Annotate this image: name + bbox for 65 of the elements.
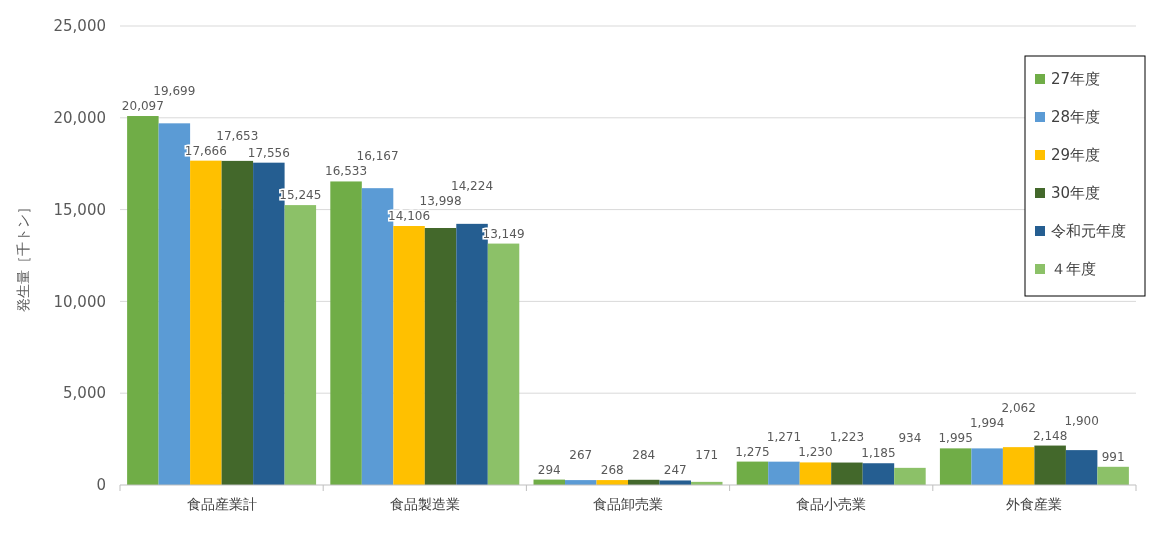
- data-label: 2,148: [1032, 428, 1068, 443]
- data-label: 17,556: [247, 145, 290, 160]
- bar: [330, 181, 362, 485]
- data-label: 17,653: [216, 128, 259, 143]
- data-label: 13,998: [419, 194, 462, 209]
- data-label: 267: [569, 447, 593, 462]
- bar: [971, 448, 1003, 485]
- bar: [127, 116, 159, 485]
- data-label: 20,097: [121, 99, 164, 114]
- data-label: 16,167: [356, 149, 399, 164]
- bar: [284, 205, 317, 485]
- data-label: 1,185: [861, 446, 896, 461]
- data-label: 1,223: [829, 430, 865, 445]
- bar: [831, 462, 863, 485]
- data-label: 1,271: [766, 429, 802, 444]
- data-label: 247: [663, 463, 687, 478]
- y-tick-label: 25,000: [53, 17, 106, 36]
- legend-label: 30年度: [1051, 184, 1101, 203]
- y-tick-label: 15,000: [53, 200, 106, 219]
- data-label: 14,224: [451, 179, 494, 194]
- bar: [1065, 450, 1098, 485]
- bar: [736, 461, 769, 485]
- data-label: 934: [898, 431, 922, 446]
- bar: [1002, 447, 1035, 485]
- legend-label: 令和元年度: [1051, 222, 1126, 241]
- data-label: 19,699: [153, 84, 196, 99]
- data-label: 1,275: [735, 444, 770, 459]
- x-tick-label: 外食産業: [1006, 496, 1063, 512]
- x-tick-label: 食品産業計: [186, 496, 257, 512]
- data-label: 171: [695, 448, 719, 463]
- data-label: 284: [632, 448, 656, 463]
- bar: [768, 461, 800, 485]
- bar: [1034, 445, 1066, 485]
- bar: [424, 228, 457, 485]
- x-tick-label: 食品製造業: [389, 496, 460, 512]
- y-axis-title: 発生量［千トン］: [15, 199, 31, 312]
- bar: [190, 160, 222, 485]
- bar: [799, 462, 832, 485]
- bar: [939, 448, 972, 485]
- y-tick-label: 5,000: [63, 384, 106, 403]
- bar: [894, 467, 926, 485]
- bar: [1097, 466, 1129, 485]
- y-tick-label: 10,000: [53, 292, 106, 311]
- bar: [393, 226, 425, 485]
- data-label: 294: [537, 462, 561, 477]
- data-label: 16,533: [325, 164, 368, 179]
- data-label: 1,994: [969, 416, 1005, 431]
- data-label: 268: [600, 463, 624, 478]
- legend-label: 27年度: [1051, 70, 1101, 89]
- bar: [487, 243, 520, 485]
- bar: [862, 463, 895, 485]
- x-tick-label: 食品卸売業: [593, 496, 663, 512]
- legend-label: 29年度: [1051, 146, 1101, 165]
- data-label: 1,995: [938, 431, 973, 446]
- data-label: 2,062: [1001, 401, 1036, 416]
- y-tick-label: 20,000: [53, 109, 106, 128]
- data-label: 991: [1101, 449, 1125, 464]
- bar: [659, 480, 691, 485]
- legend-label: ４年度: [1051, 260, 1096, 279]
- y-tick-label: 0: [96, 476, 106, 495]
- data-label: 1,230: [798, 445, 833, 460]
- bar: [221, 160, 254, 485]
- data-label: 1,900: [1064, 413, 1099, 428]
- legend-label: 28年度: [1051, 108, 1101, 127]
- x-tick-label: 食品小売業: [796, 496, 867, 512]
